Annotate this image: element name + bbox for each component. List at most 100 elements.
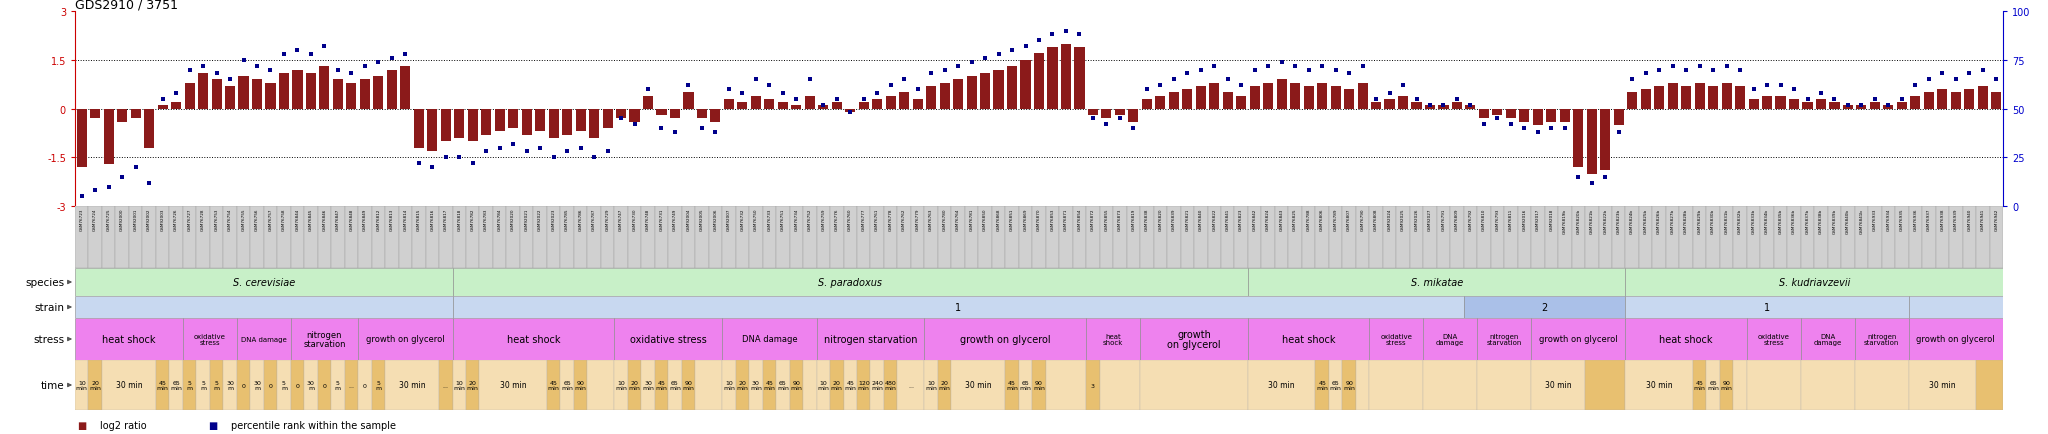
Bar bbox=[76, 207, 88, 268]
Bar bbox=[453, 268, 1247, 296]
Point bbox=[725, 90, 758, 97]
Point bbox=[1454, 102, 1487, 109]
Bar bbox=[532, 207, 547, 268]
Bar bbox=[952, 207, 965, 268]
Text: GSM76841: GSM76841 bbox=[1227, 208, 1229, 230]
Bar bbox=[76, 109, 86, 168]
Text: GSM76942: GSM76942 bbox=[1995, 208, 1999, 231]
Text: 65
min: 65 min bbox=[170, 380, 182, 390]
Point bbox=[430, 155, 463, 161]
Text: 10
min: 10 min bbox=[614, 380, 627, 390]
Point bbox=[995, 47, 1028, 54]
Text: heat
shock: heat shock bbox=[1104, 333, 1124, 345]
Text: GSM76747: GSM76747 bbox=[618, 208, 623, 231]
Bar bbox=[870, 207, 885, 268]
Text: GSM76823b: GSM76823b bbox=[1616, 208, 1620, 233]
Text: S. mikatae: S. mikatae bbox=[1411, 277, 1462, 287]
Text: GSM92018: GSM92018 bbox=[1550, 208, 1552, 231]
Point bbox=[92, 184, 125, 191]
Bar bbox=[143, 109, 154, 148]
Bar bbox=[1518, 207, 1532, 268]
Bar bbox=[88, 360, 102, 410]
Bar bbox=[1599, 207, 1612, 268]
Bar bbox=[870, 360, 885, 410]
Bar bbox=[573, 207, 588, 268]
Text: 1: 1 bbox=[954, 302, 961, 312]
Bar bbox=[1032, 207, 1047, 268]
Bar bbox=[629, 207, 641, 268]
Bar bbox=[1923, 207, 1935, 268]
Text: GSM76727: GSM76727 bbox=[188, 208, 193, 231]
Bar bbox=[1331, 86, 1341, 109]
Bar bbox=[926, 86, 936, 109]
Bar bbox=[1532, 207, 1544, 268]
Text: 1: 1 bbox=[1763, 302, 1769, 312]
Bar bbox=[426, 207, 438, 268]
Text: GSM76850: GSM76850 bbox=[983, 208, 987, 231]
Text: log2 ratio: log2 ratio bbox=[100, 420, 145, 430]
Text: GSM76760: GSM76760 bbox=[848, 208, 852, 231]
Bar bbox=[1018, 207, 1032, 268]
Text: 30 min: 30 min bbox=[1929, 381, 1956, 390]
Text: 65
min: 65 min bbox=[561, 380, 573, 390]
Bar bbox=[305, 207, 317, 268]
Bar bbox=[1477, 318, 1532, 360]
Text: GSM76777: GSM76777 bbox=[862, 208, 866, 231]
Text: GSM76839b: GSM76839b bbox=[1833, 208, 1837, 233]
Bar bbox=[1653, 207, 1665, 268]
Text: 10
min: 10 min bbox=[926, 380, 938, 390]
Point bbox=[268, 51, 301, 58]
Bar bbox=[496, 109, 504, 132]
Bar bbox=[938, 360, 952, 410]
Text: GSM76840: GSM76840 bbox=[1198, 208, 1202, 231]
Point bbox=[498, 141, 530, 148]
Bar bbox=[115, 207, 129, 268]
Bar bbox=[1479, 109, 1489, 119]
Bar bbox=[1452, 103, 1462, 109]
Text: DNA
damage: DNA damage bbox=[1436, 333, 1464, 345]
Bar bbox=[1882, 207, 1894, 268]
Text: S. kudriavzevii: S. kudriavzevii bbox=[1778, 277, 1849, 287]
Bar bbox=[641, 360, 655, 410]
Point bbox=[659, 129, 692, 136]
Text: GSM76810: GSM76810 bbox=[1483, 208, 1487, 231]
Point bbox=[1642, 67, 1675, 74]
Bar bbox=[723, 99, 733, 109]
Bar bbox=[1747, 318, 1800, 360]
Bar bbox=[1059, 207, 1073, 268]
Bar bbox=[1733, 360, 1747, 410]
Bar bbox=[1747, 360, 1800, 410]
Point bbox=[348, 63, 381, 70]
Text: GSM76823: GSM76823 bbox=[1239, 208, 1243, 231]
Bar bbox=[1221, 207, 1235, 268]
Point bbox=[1763, 82, 1796, 89]
Point bbox=[174, 67, 207, 74]
Text: GSM76820b: GSM76820b bbox=[1577, 208, 1581, 233]
Point bbox=[1522, 129, 1554, 136]
Text: 90
min: 90 min bbox=[1032, 380, 1044, 390]
Text: 5
m: 5 m bbox=[201, 380, 207, 390]
Bar bbox=[172, 103, 180, 109]
Bar bbox=[385, 207, 399, 268]
Point bbox=[1468, 122, 1501, 128]
Text: GSM76733: GSM76733 bbox=[768, 208, 772, 231]
Bar bbox=[924, 318, 1085, 360]
Bar bbox=[668, 360, 682, 410]
Text: GSM76819b: GSM76819b bbox=[1563, 208, 1567, 233]
Text: GSM76759: GSM76759 bbox=[821, 208, 825, 231]
Bar bbox=[1626, 318, 1747, 360]
Bar bbox=[1788, 207, 1800, 268]
Bar bbox=[317, 207, 332, 268]
Point bbox=[1198, 63, 1231, 70]
Bar bbox=[1776, 96, 1786, 109]
Point bbox=[821, 96, 854, 103]
Bar bbox=[1409, 207, 1423, 268]
Text: oxidative
stress: oxidative stress bbox=[1380, 333, 1413, 345]
Bar bbox=[170, 360, 182, 410]
Text: 20
min: 20 min bbox=[938, 380, 950, 390]
Text: GSM76725: GSM76725 bbox=[106, 208, 111, 231]
Bar bbox=[1128, 109, 1139, 122]
Text: GSM76871: GSM76871 bbox=[1065, 208, 1067, 231]
Text: GSM76750: GSM76750 bbox=[754, 208, 758, 231]
Bar bbox=[1855, 360, 1909, 410]
